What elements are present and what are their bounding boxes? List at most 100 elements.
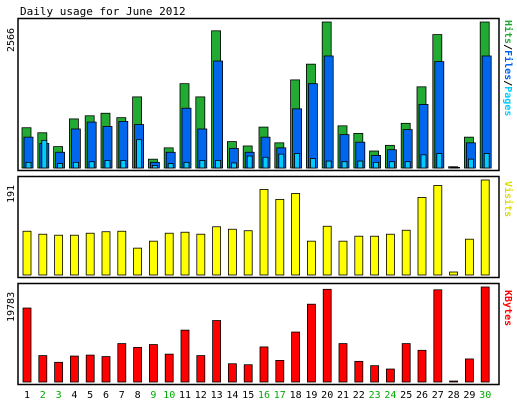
bar-visits-day-18 — [291, 193, 301, 276]
bar-pages-day-21 — [341, 161, 348, 169]
bar-kbytes-day-28 — [449, 380, 459, 383]
bar-pages-day-27 — [436, 153, 443, 169]
day-label-5: 5 — [87, 390, 93, 401]
day-label-13: 13 — [211, 390, 223, 401]
bar-kbytes-day-3 — [54, 361, 63, 383]
day-label-15: 15 — [242, 390, 254, 401]
bar-pages-day-18 — [294, 153, 301, 169]
kbytes-panel-frame — [17, 282, 500, 386]
bar-visits-day-19 — [306, 240, 316, 276]
legend-sep-2: / — [502, 80, 513, 86]
bar-files-day-13 — [213, 60, 224, 169]
bar-visits-day-27 — [433, 185, 443, 276]
legend-files: Files — [502, 50, 514, 80]
bar-visits-day-5 — [85, 232, 95, 276]
bar-visits-day-9 — [148, 240, 158, 276]
bar-pages-day-30 — [483, 153, 490, 169]
bar-pages-day-8 — [136, 139, 143, 169]
bar-pages-day-1 — [25, 161, 32, 169]
bar-kbytes-day-8 — [133, 347, 143, 383]
visits-max-label: 191 — [6, 185, 17, 203]
day-axis: 1 2 3 4 5 6 7 8 9 10 11 12 13 14 15 16 17 18 19 20 21 22 23 24 2… — [24, 390, 491, 401]
bar-visits-day-2 — [38, 233, 48, 276]
day-label-4: 4 — [71, 390, 77, 401]
bar-kbytes-day-5 — [85, 354, 95, 383]
bar-visits-day-10 — [164, 232, 174, 276]
bar-visits-day-6 — [101, 231, 111, 276]
bar-kbytes-day-24 — [385, 368, 395, 383]
bar-visits-day-20 — [322, 225, 332, 276]
day-label-10: 10 — [163, 390, 175, 401]
bar-visits-day-28 — [449, 271, 459, 276]
bar-visits-day-11 — [180, 231, 190, 276]
day-label-27: 27 — [432, 390, 444, 401]
bar-files-day-27 — [434, 61, 445, 169]
bar-kbytes-day-10 — [164, 353, 174, 383]
bar-pages-day-19 — [309, 158, 316, 169]
bar-visits-day-29 — [464, 238, 474, 276]
day-label-12: 12 — [195, 390, 207, 401]
bar-visits-day-14 — [227, 228, 237, 276]
visits-panel-frame — [17, 175, 500, 279]
day-label-21: 21 — [337, 390, 349, 401]
bar-visits-day-26 — [417, 197, 427, 276]
bar-visits-day-21 — [338, 240, 348, 276]
bar-visits-day-15 — [243, 230, 253, 276]
day-label-23: 23 — [369, 390, 381, 401]
bar-files-day-30 — [481, 55, 492, 169]
bar-pages-day-9 — [151, 165, 158, 169]
day-label-9: 9 — [150, 390, 156, 401]
day-label-1: 1 — [24, 390, 30, 401]
bar-kbytes-day-12 — [196, 355, 206, 383]
day-label-25: 25 — [400, 390, 412, 401]
bar-pages-day-29 — [467, 158, 474, 169]
bar-kbytes-day-21 — [338, 343, 348, 383]
bar-pages-day-15 — [246, 155, 253, 169]
bar-pages-day-11 — [183, 161, 190, 169]
day-label-24: 24 — [384, 390, 396, 401]
bar-kbytes-day-11 — [180, 329, 190, 383]
bar-kbytes-day-14 — [227, 363, 237, 383]
bar-kbytes-day-22 — [354, 360, 364, 383]
bar-pages-day-2 — [41, 139, 48, 169]
legend-hits: Hits — [502, 20, 514, 44]
bar-kbytes-day-2 — [38, 355, 48, 383]
bar-pages-day-13 — [215, 160, 222, 169]
bar-kbytes-day-23 — [370, 365, 380, 383]
bar-pages-day-25 — [404, 161, 411, 169]
bar-layer — [21, 21, 492, 383]
day-label-28: 28 — [448, 390, 460, 401]
bar-pages-day-7 — [120, 160, 127, 169]
bar-visits-day-25 — [401, 229, 411, 276]
bar-pages-day-20 — [325, 160, 332, 169]
bar-visits-day-22 — [354, 235, 364, 276]
bar-visits-day-24 — [385, 233, 395, 276]
day-label-3: 3 — [56, 390, 62, 401]
day-label-16: 16 — [258, 390, 270, 401]
day-label-30: 30 — [479, 390, 491, 401]
bar-visits-day-13 — [212, 226, 222, 276]
bar-pages-day-26 — [420, 154, 427, 169]
bar-kbytes-day-16 — [259, 346, 269, 383]
bar-kbytes-day-9 — [148, 344, 158, 383]
bar-visits-day-23 — [370, 235, 380, 276]
bar-kbytes-day-27 — [433, 289, 443, 383]
bar-kbytes-day-4 — [70, 355, 79, 383]
bar-kbytes-day-1 — [22, 307, 32, 383]
day-label-29: 29 — [463, 390, 475, 401]
bar-pages-day-12 — [199, 160, 206, 169]
bar-kbytes-day-17 — [275, 359, 285, 383]
chart-title: Daily usage for June 2012 — [20, 5, 186, 18]
day-label-26: 26 — [416, 390, 428, 401]
bar-pages-day-16 — [262, 156, 269, 169]
day-label-18: 18 — [290, 390, 302, 401]
legend-sep-1: / — [502, 44, 513, 50]
bar-pages-day-10 — [167, 163, 174, 169]
bar-files-day-20 — [323, 55, 334, 169]
bar-kbytes-day-30 — [480, 286, 490, 383]
bar-kbytes-day-25 — [401, 343, 411, 383]
hits-panel-frame — [17, 17, 500, 172]
